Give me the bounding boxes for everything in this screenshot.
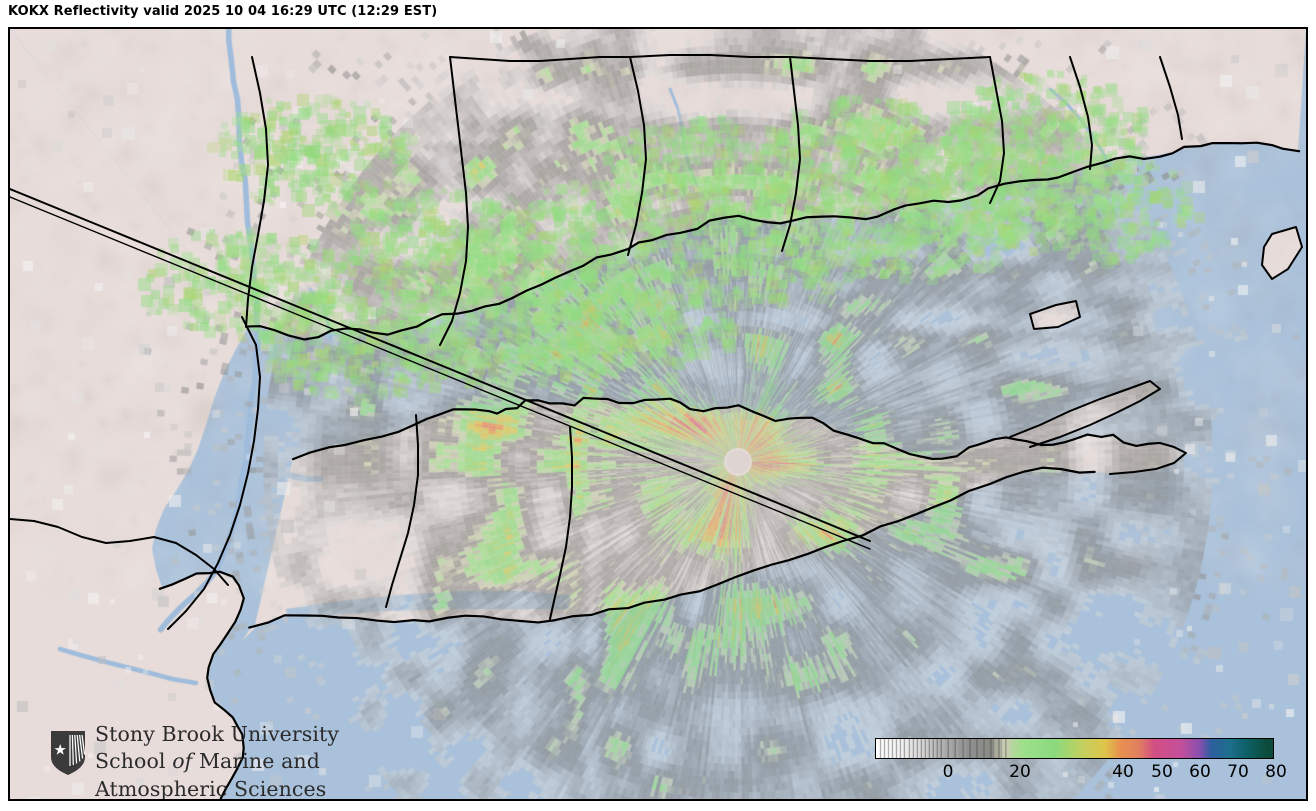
logo-line-3: Atmospheric Sciences: [95, 776, 327, 801]
shield-icon: [51, 731, 86, 775]
logo-line-1: Stony Brook University: [95, 722, 340, 746]
colorbar-tick-60: 60: [1189, 762, 1211, 782]
colorbar-tick-80: 80: [1265, 762, 1287, 782]
colorbar-canvas: [876, 739, 1273, 758]
logo-line2-post: Marine and: [192, 749, 320, 774]
colorbar-gradient: [875, 738, 1274, 759]
logo-line2-italic: of: [172, 749, 193, 774]
colorbar-tick-0: 0: [942, 762, 954, 782]
page-title: KOKX Reflectivity valid 2025 10 04 16:29…: [8, 4, 438, 19]
stony-brook-logo: Stony Brook University School of Marine …: [50, 721, 350, 801]
colorbar-tick-70: 70: [1227, 762, 1249, 782]
radar-map-frame: 0 20 40 50 60 70 80 Stony Brook University Sch…: [8, 27, 1308, 801]
colorbar-tick-50: 50: [1151, 762, 1173, 782]
colorbar-group: 0 20 40 50 60 70 80: [875, 738, 1287, 798]
logo-line-2: School of Marine and: [95, 748, 339, 775]
colorbar-tick-40: 40: [1112, 762, 1134, 782]
logo-text: Stony Brook University School of Marine …: [95, 721, 340, 801]
colorbar-tick-20: 20: [1009, 762, 1031, 782]
radar-reflectivity-layer: [10, 29, 1306, 799]
logo-line2-pre: School: [95, 749, 173, 774]
